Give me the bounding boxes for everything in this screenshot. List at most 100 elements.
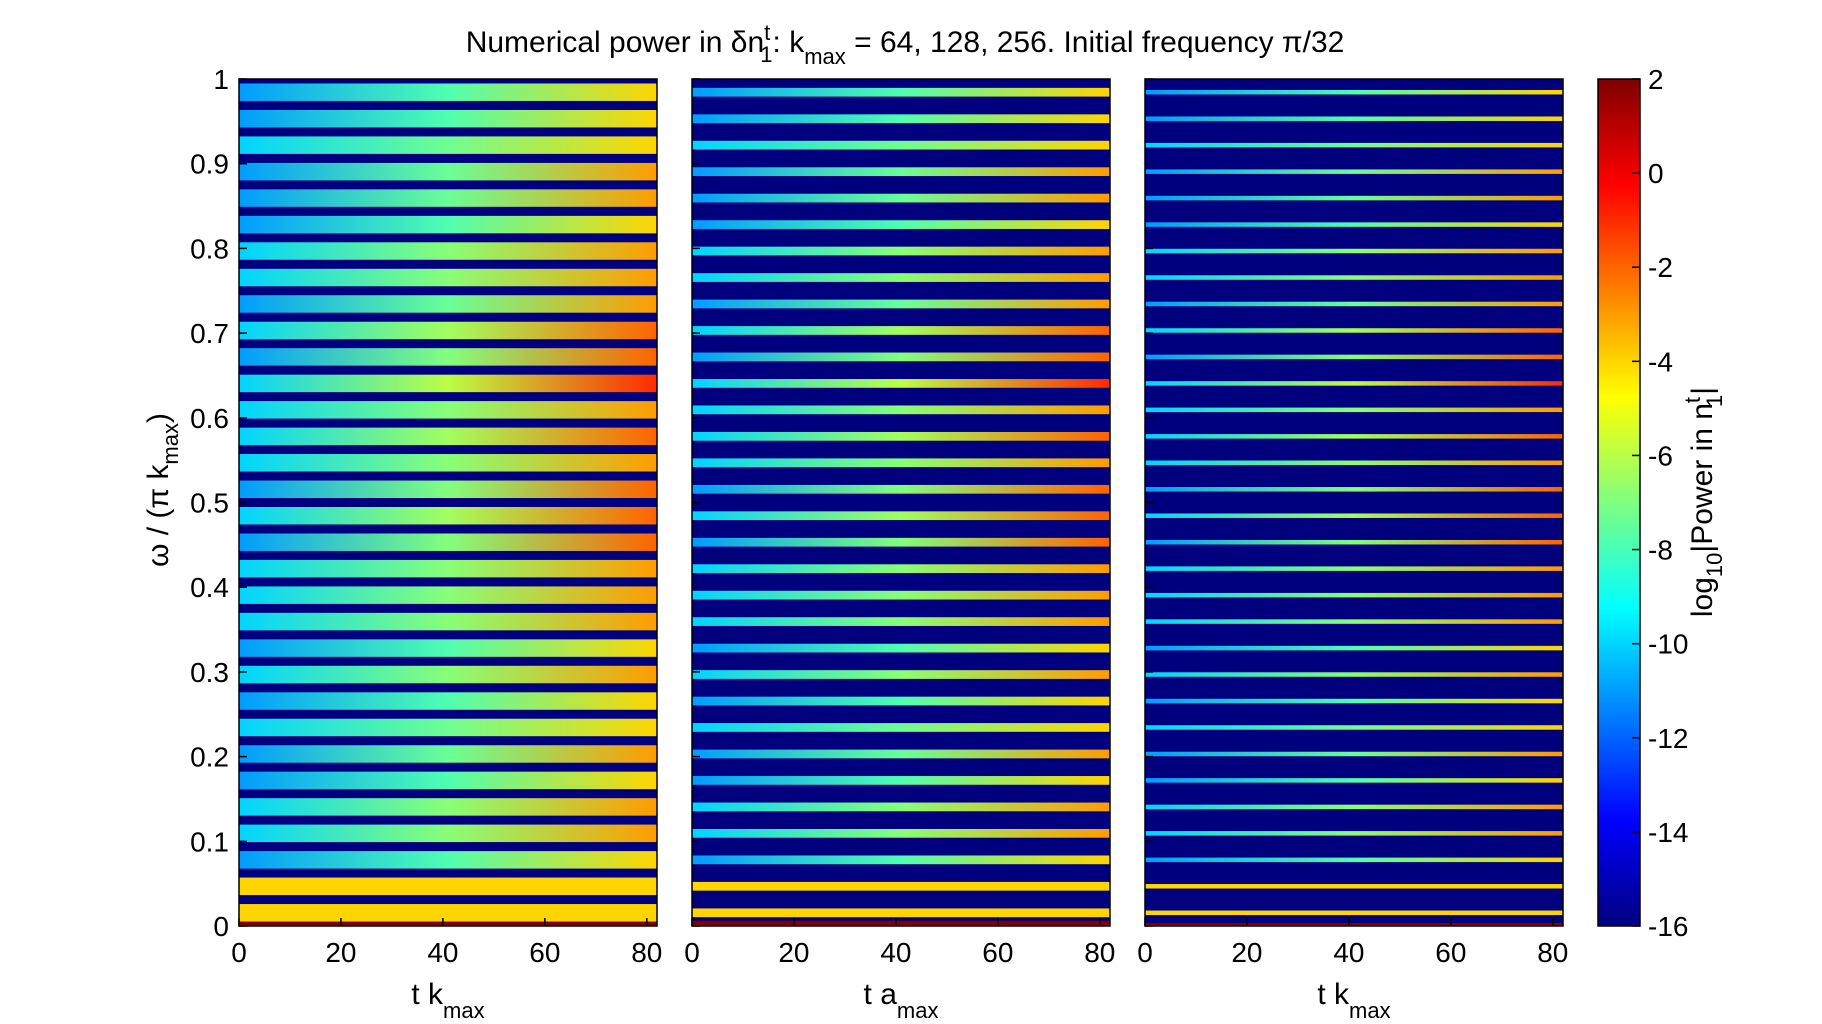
y-tick-label: 0.5 (190, 488, 229, 519)
colorbar-tick-label: 2 (1648, 64, 1664, 95)
y-tick-label: 0.7 (190, 318, 229, 349)
frequency-line (1145, 116, 1563, 121)
frequency-line (692, 87, 1110, 97)
frequency-line (692, 246, 1110, 256)
frequency-line (239, 454, 657, 472)
frequency-line (692, 273, 1110, 282)
x-tick-label: 60 (1435, 937, 1466, 968)
frequency-line (692, 723, 1110, 732)
frequency-line (692, 379, 1110, 388)
x-axis-label: t amax (864, 978, 939, 1023)
y-tick-label: 1 (213, 64, 229, 95)
y-tick-label: 0 (213, 911, 229, 942)
frequency-line (692, 696, 1110, 706)
y-tick-label: 0.1 (190, 826, 229, 857)
frequency-line (1145, 407, 1563, 413)
base-line (1145, 923, 1563, 926)
frequency-line (692, 670, 1110, 679)
frequency-line (692, 405, 1110, 415)
x-tick-label: 40 (427, 937, 458, 968)
x-tick-label: 40 (880, 937, 911, 968)
frequency-line (1145, 222, 1563, 227)
frequency-line (692, 431, 1110, 441)
frequency-line (692, 802, 1110, 812)
frequency-line (239, 851, 657, 869)
frequency-line (239, 295, 657, 313)
frequency-line (1145, 619, 1563, 624)
frequency-line (1145, 884, 1563, 889)
frequency-line (1145, 169, 1563, 174)
frequency-line (692, 855, 1110, 865)
frequency-line (239, 215, 657, 234)
frequency-line (692, 299, 1110, 309)
frequency-line (692, 220, 1110, 229)
colorbar-tick-label: -4 (1648, 346, 1673, 377)
y-tick-label: 0.6 (190, 403, 229, 434)
frequency-line (239, 877, 657, 896)
frequency-line (239, 480, 657, 499)
frequency-line (239, 904, 657, 922)
colorbar: 2 0 -2 -4 -6 -8 -10 -12 -14 -16 log10|Power in nt… (1597, 64, 1727, 942)
frequency-line (692, 458, 1110, 468)
frequency-line (692, 776, 1110, 785)
frequency-line (1145, 195, 1563, 201)
frequency-line (1145, 460, 1563, 466)
frequency-line (239, 533, 657, 551)
x-tick-label: 0 (684, 937, 700, 968)
frequency-line (239, 586, 657, 604)
frequency-line (692, 643, 1110, 653)
frequency-line (239, 745, 657, 763)
colorbar-tick-label: -12 (1648, 723, 1688, 754)
frequency-line (239, 268, 657, 287)
frequency-line (239, 506, 657, 525)
colorbar-gradient (1597, 78, 1641, 927)
frequency-line (239, 136, 657, 154)
x-tick-label: 60 (982, 937, 1013, 968)
frequency-line (692, 908, 1110, 918)
frequency-line (692, 193, 1110, 203)
frequency-line (692, 140, 1110, 150)
x-tick-label: 20 (778, 937, 809, 968)
panel-background (1145, 79, 1563, 926)
base-line (692, 920, 1110, 926)
y-tick-label: 0.9 (190, 149, 229, 180)
frequency-line (1145, 513, 1563, 518)
frequency-line (1145, 778, 1563, 783)
frequency-line (239, 109, 657, 128)
x-axis-label: t kmax (1317, 978, 1390, 1023)
frequency-line (692, 617, 1110, 626)
frequency-line (692, 326, 1110, 335)
frequency-line (1145, 381, 1563, 386)
frequency-line (239, 639, 657, 657)
x-tick-label: 20 (325, 937, 356, 968)
frequency-line (1145, 857, 1563, 863)
frequency-line (239, 771, 657, 790)
x-tick-label: 0 (1137, 937, 1153, 968)
frequency-line (239, 162, 657, 181)
frequency-line (239, 83, 657, 101)
x-tick-label: 60 (529, 937, 560, 968)
frequency-line (1145, 910, 1563, 916)
x-tick-label: 0 (231, 937, 247, 968)
x-tick-label: 20 (1231, 937, 1262, 968)
chart-title: Numerical power in δnt 1: kmax = 64, 128,… (466, 20, 1345, 69)
frequency-line (1145, 566, 1563, 571)
frequency-line (692, 590, 1110, 600)
frequency-line (239, 718, 657, 737)
frequency-line (239, 242, 657, 260)
frequency-line (239, 189, 657, 207)
colorbar-tick-label: -6 (1648, 440, 1673, 471)
frequency-line (239, 348, 657, 366)
frequency-line (692, 537, 1110, 547)
panel-64: 0 20 40 60 80 t kmax (231, 78, 662, 1023)
y-axis-label: ω / (π kmax) (142, 413, 183, 567)
x-tick-label: 80 (631, 937, 662, 968)
frequency-line (1145, 487, 1563, 492)
frequency-line (1145, 804, 1563, 810)
frequency-line (239, 824, 657, 843)
colorbar-tick-label: -8 (1648, 535, 1673, 566)
heatmap-panels: 0 20 40 60 80 t kmax 0 20 40 60 80 t amax 0 20 40 60 80 t… (231, 78, 1568, 1023)
frequency-line (1145, 751, 1563, 757)
frequency-line (239, 665, 657, 684)
frequency-line (692, 749, 1110, 759)
